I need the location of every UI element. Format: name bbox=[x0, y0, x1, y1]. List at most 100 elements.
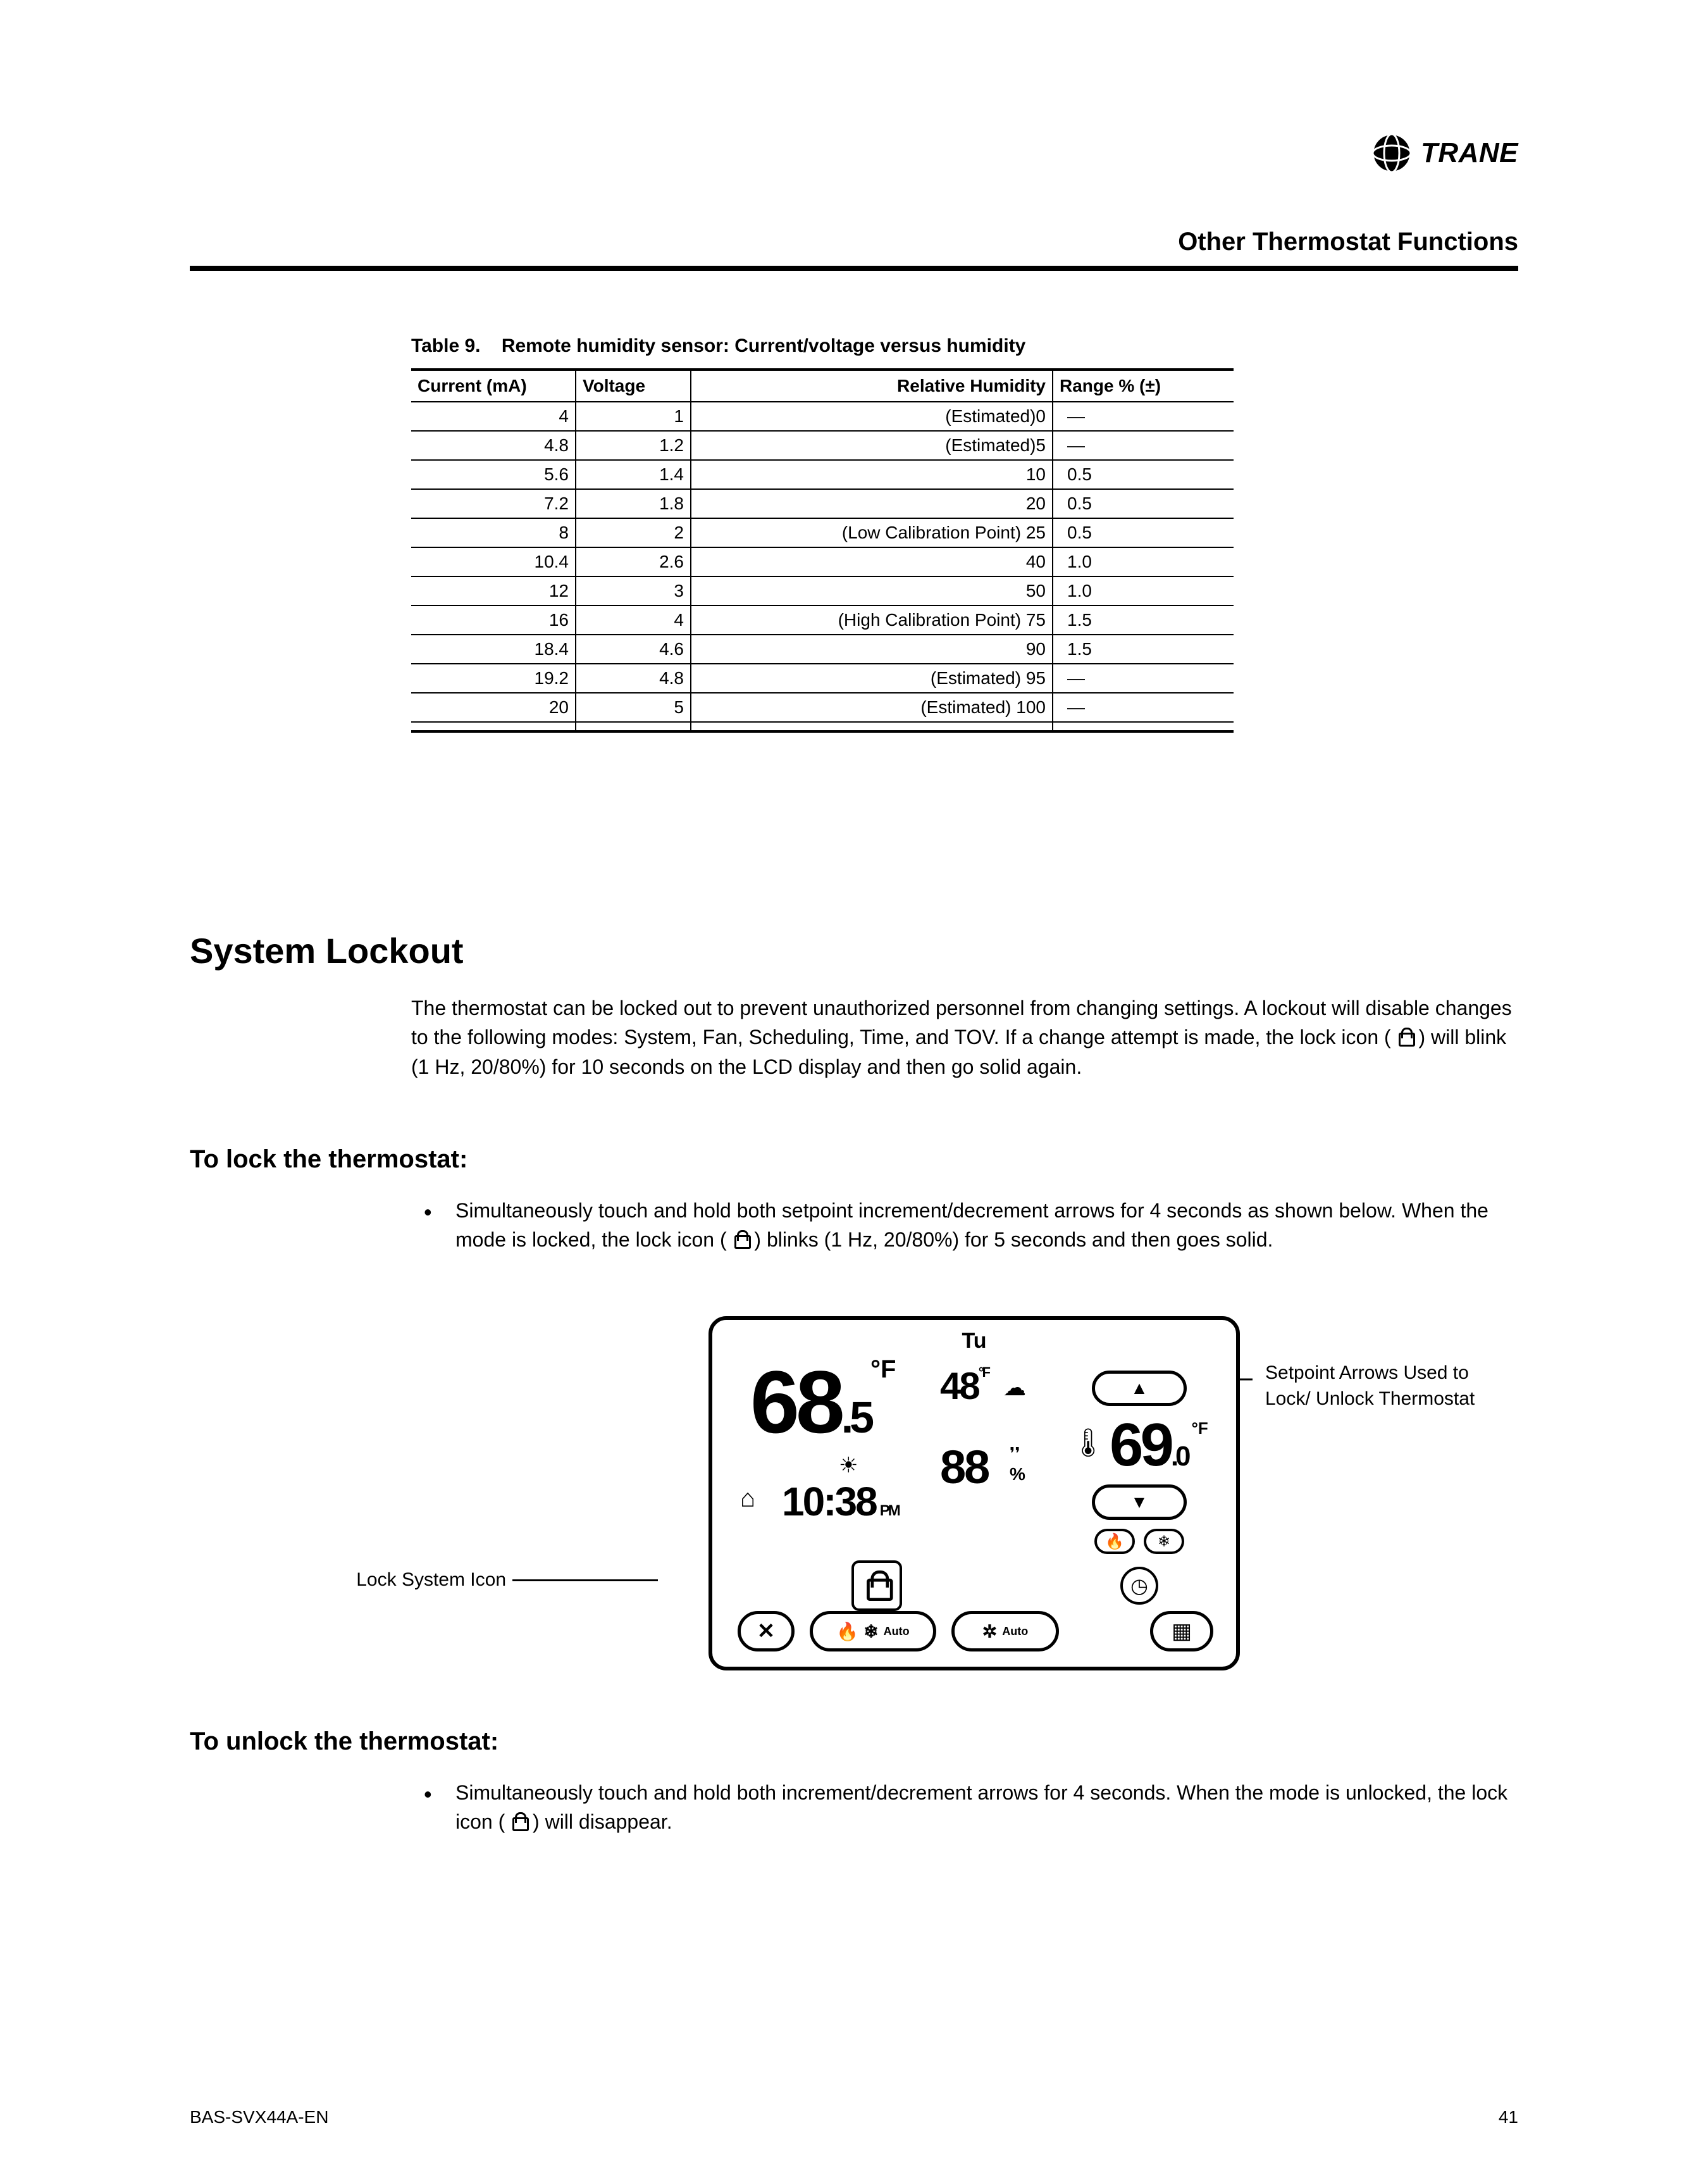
table-row: 82(Low Calibration Point) 250.5 bbox=[411, 518, 1234, 547]
table-cell: 3 bbox=[576, 576, 691, 606]
table-cell: 1.5 bbox=[1053, 635, 1234, 664]
table-row: 123501.0 bbox=[411, 576, 1234, 606]
lcd-humidity: 88 bbox=[940, 1440, 988, 1494]
auto-label: Auto bbox=[1002, 1625, 1028, 1638]
table-cell bbox=[576, 722, 691, 731]
table-row: 5.61.4100.5 bbox=[411, 460, 1234, 489]
table-cell: 1.8 bbox=[576, 489, 691, 518]
heading-system-lockout: System Lockout bbox=[190, 930, 464, 971]
table-cell: (Low Calibration Point) 25 bbox=[691, 518, 1053, 547]
table-cell bbox=[411, 722, 576, 731]
th-range: Range % (±) bbox=[1053, 370, 1234, 402]
lock-icon bbox=[733, 1230, 749, 1249]
table-row: 164(High Calibration Point) 751.5 bbox=[411, 606, 1234, 635]
room-temp-value: 68 bbox=[750, 1352, 841, 1452]
globe-icon bbox=[1371, 133, 1412, 173]
setpoint-down-button[interactable]: ▼ bbox=[1092, 1484, 1187, 1520]
time-value: 10:38 bbox=[782, 1479, 876, 1524]
annotation-lock-icon: Lock System Icon bbox=[329, 1569, 506, 1591]
table-cell: 4.8 bbox=[411, 431, 576, 460]
table-cell: — bbox=[1053, 402, 1234, 431]
cloud-icon: ☁ bbox=[1003, 1374, 1026, 1401]
lcd-time: 10:38PM bbox=[782, 1478, 899, 1525]
table-cell: (Estimated)5 bbox=[691, 431, 1053, 460]
lock-icon bbox=[863, 1570, 890, 1601]
table-cell: 4 bbox=[411, 402, 576, 431]
humidity-table-block: Table 9. Remote humidity sensor: Current… bbox=[411, 335, 1234, 733]
table-cell: 7.2 bbox=[411, 489, 576, 518]
snow-button[interactable]: ❄ bbox=[1144, 1529, 1184, 1554]
table-caption: Table 9. Remote humidity sensor: Current… bbox=[411, 335, 1234, 357]
table-cell: 1.0 bbox=[1053, 576, 1234, 606]
fan-icon: ✲ bbox=[982, 1621, 997, 1642]
table-cell: 16 bbox=[411, 606, 576, 635]
table-row: 205(Estimated) 100— bbox=[411, 693, 1234, 722]
snow-icon: ❄ bbox=[863, 1621, 878, 1642]
th-current: Current (mA) bbox=[411, 370, 576, 402]
table-cell: 10.4 bbox=[411, 547, 576, 576]
annotation-line-left bbox=[512, 1579, 658, 1581]
fan-auto-button[interactable]: ✲ Auto bbox=[951, 1611, 1059, 1651]
table-cell: 0.5 bbox=[1053, 460, 1234, 489]
table-cell: (Estimated) 95 bbox=[691, 664, 1053, 693]
th-rh: Relative Humidity bbox=[691, 370, 1053, 402]
table-cell: 19.2 bbox=[411, 664, 576, 693]
lock-b: ) blinks (1 Hz, 20/80%) for 5 seconds an… bbox=[754, 1228, 1273, 1251]
brand-logo: TRANE bbox=[1371, 133, 1518, 173]
table-row: 41(Estimated)0— bbox=[411, 402, 1234, 431]
auto-label: Auto bbox=[884, 1625, 910, 1638]
annotation-setpoint-arrows: Setpoint Arrows Used to Lock/ Unlock The… bbox=[1265, 1360, 1493, 1412]
footer-page-number: 41 bbox=[1499, 2107, 1518, 2127]
table-cell: (High Calibration Point) 75 bbox=[691, 606, 1053, 635]
schedule-button[interactable]: ▦ bbox=[1150, 1611, 1213, 1651]
section-title: Other Thermostat Functions bbox=[1178, 228, 1518, 256]
table-cell: 90 bbox=[691, 635, 1053, 664]
table-cell: 50 bbox=[691, 576, 1053, 606]
table-cell: 5 bbox=[576, 693, 691, 722]
brand-name: TRANE bbox=[1421, 137, 1518, 169]
table-cell: — bbox=[1053, 693, 1234, 722]
intro-a: The thermostat can be locked out to prev… bbox=[411, 997, 1512, 1048]
table-cell: 0.5 bbox=[1053, 489, 1234, 518]
table-cell bbox=[1053, 722, 1234, 731]
footer-doc-id: BAS-SVX44A-EN bbox=[190, 2107, 328, 2127]
table-cell: 2 bbox=[576, 518, 691, 547]
lcd-setpoint: 69.0 bbox=[1110, 1415, 1187, 1476]
lock-bullet: Simultaneously touch and hold both setpo… bbox=[455, 1196, 1518, 1255]
heading-to-unlock: To unlock the thermostat: bbox=[190, 1727, 498, 1756]
setpoint-panel: ▲ 🌡 69.0 °F ▼ 🔥 ❄ ◷ bbox=[1054, 1371, 1225, 1605]
system-auto-button[interactable]: 🔥❄Auto bbox=[810, 1611, 936, 1651]
table-row: 18.44.6901.5 bbox=[411, 635, 1234, 664]
home-icon: ⌂ bbox=[740, 1484, 755, 1513]
table-cell: 20 bbox=[691, 489, 1053, 518]
unlock-bullet: Simultaneously touch and hold both incre… bbox=[455, 1778, 1518, 1837]
lock-icon bbox=[511, 1812, 527, 1831]
table-cell: (Estimated) 100 bbox=[691, 693, 1053, 722]
lcd-setpoint-unit: °F bbox=[1192, 1419, 1208, 1438]
table-cell: — bbox=[1053, 431, 1234, 460]
lcd-outdoor-temp: 48°F bbox=[940, 1364, 989, 1408]
table-cell: 1 bbox=[576, 402, 691, 431]
table-cell: 1.0 bbox=[1053, 547, 1234, 576]
room-temp-dec: .5 bbox=[841, 1393, 870, 1442]
header-rule bbox=[190, 266, 1518, 271]
flame-button[interactable]: 🔥 bbox=[1094, 1529, 1135, 1554]
table-cell bbox=[691, 722, 1053, 731]
lcd-bottom-row: ✕ 🔥❄Auto ✲Auto bbox=[738, 1611, 1059, 1651]
table-cell: (Estimated)0 bbox=[691, 402, 1053, 431]
setpoint-up-button[interactable]: ▲ bbox=[1092, 1371, 1187, 1406]
table-cell: 1.4 bbox=[576, 460, 691, 489]
drops-icon: ❜❜ bbox=[1010, 1444, 1020, 1464]
table-cell: 1.2 bbox=[576, 431, 691, 460]
th-voltage: Voltage bbox=[576, 370, 691, 402]
table-cell: 10 bbox=[691, 460, 1053, 489]
unlock-b: ) will disappear. bbox=[533, 1810, 672, 1833]
clock-button[interactable]: ◷ bbox=[1120, 1567, 1158, 1605]
table-cell: 5.6 bbox=[411, 460, 576, 489]
fan-button[interactable]: ✕ bbox=[738, 1611, 795, 1651]
lcd-humidity-unit: % bbox=[1010, 1464, 1025, 1484]
table-cell: 12 bbox=[411, 576, 576, 606]
table-row: 7.21.8200.5 bbox=[411, 489, 1234, 518]
lock-icon bbox=[1397, 1028, 1413, 1047]
table-row bbox=[411, 722, 1234, 731]
